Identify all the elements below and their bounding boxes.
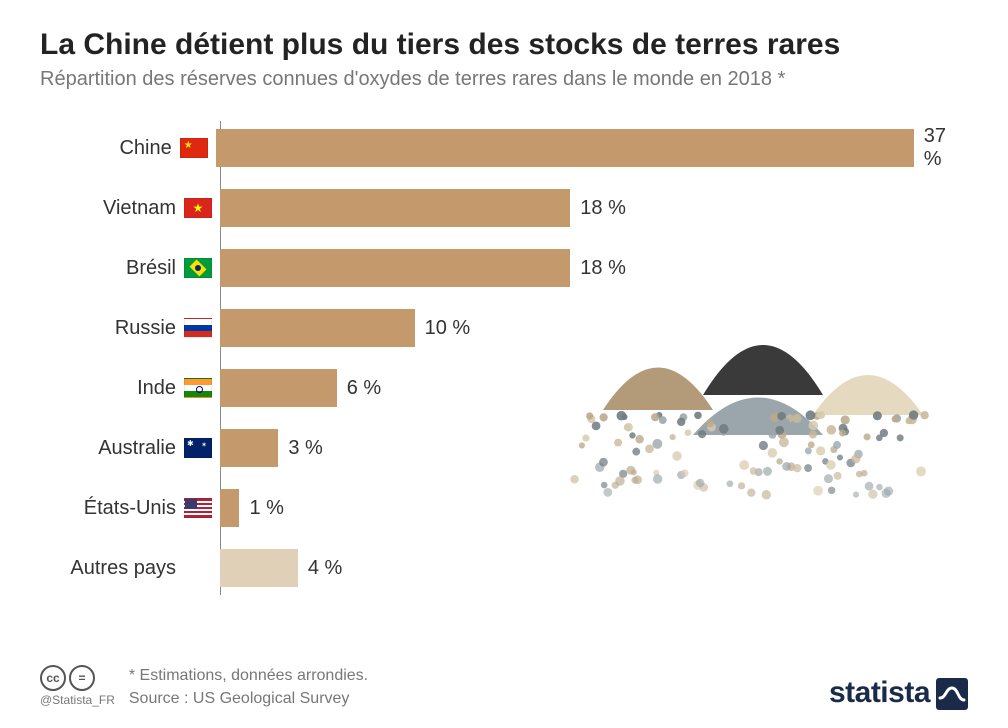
mineral-piles-illustration	[568, 265, 948, 505]
chart-subtitle: Répartition des réserves connues d'oxyde…	[40, 68, 968, 91]
chart-title: La Chine détient plus du tiers des stock…	[40, 28, 968, 62]
bar	[220, 369, 337, 407]
chart-footer: cc = @Statista_FR * Estimations, données…	[40, 665, 968, 710]
country-label: Australie	[98, 437, 176, 460]
bar	[220, 249, 570, 287]
country-label: Brésil	[126, 257, 176, 280]
license-block: cc = @Statista_FR	[40, 665, 115, 707]
bar-value: 3 %	[288, 437, 322, 460]
label-cell: Chine	[40, 137, 216, 160]
footer-notes: * Estimations, données arrondies. Source…	[129, 665, 368, 710]
footer-left: cc = @Statista_FR * Estimations, données…	[40, 665, 368, 710]
chart-container: La Chine détient plus du tiers des stock…	[0, 0, 1008, 728]
statista-logo: statista	[829, 676, 968, 710]
cc-icons: cc =	[40, 665, 95, 691]
bar-value: 6 %	[347, 377, 381, 400]
flag-au-icon	[184, 438, 212, 458]
bar-row: Autres pays 4 %	[40, 547, 968, 589]
bar	[220, 189, 570, 227]
label-cell: Vietnam	[40, 197, 220, 220]
country-label: Inde	[137, 377, 176, 400]
flag-br-icon	[184, 258, 212, 278]
flag-ru-icon	[184, 318, 212, 338]
bar-value: 37 %	[924, 125, 968, 171]
bar-value: 4 %	[308, 557, 342, 580]
label-cell: Autres pays	[40, 557, 220, 580]
label-cell: Brésil	[40, 257, 220, 280]
bar-value: 10 %	[425, 317, 471, 340]
bar-value: 1 %	[249, 497, 283, 520]
twitter-handle: @Statista_FR	[40, 693, 115, 707]
label-cell: Russie	[40, 317, 220, 340]
country-label: Autres pays	[70, 557, 176, 580]
flag-in-icon	[184, 378, 212, 398]
bar	[216, 129, 914, 167]
bar-cell: 18 %	[220, 189, 968, 227]
bar-row: Vietnam 18 %	[40, 187, 968, 229]
flag-us-icon	[184, 498, 212, 518]
country-label: États-Unis	[84, 497, 176, 520]
label-cell: Inde	[40, 377, 220, 400]
footnote-source: Source : US Geological Survey	[129, 688, 368, 710]
statista-mark-icon	[936, 678, 968, 710]
label-cell: Australie	[40, 437, 220, 460]
bar	[220, 429, 278, 467]
cc-nd-icon: =	[69, 665, 95, 691]
flag-none	[184, 558, 212, 578]
footnote-estimations: * Estimations, données arrondies.	[129, 665, 368, 687]
cc-icon: cc	[40, 665, 66, 691]
country-label: Russie	[115, 317, 176, 340]
bar-cell: 4 %	[220, 549, 968, 587]
country-label: Chine	[119, 137, 171, 160]
country-label: Vietnam	[103, 197, 176, 220]
flag-cn-icon	[180, 138, 208, 158]
bar-value: 18 %	[580, 197, 626, 220]
bar-row: Chine 37 %	[40, 127, 968, 169]
bar	[220, 549, 298, 587]
statista-wordmark: statista	[829, 676, 930, 710]
bar	[220, 489, 239, 527]
bar-cell: 37 %	[216, 125, 968, 171]
flag-vn-icon	[184, 198, 212, 218]
bar	[220, 309, 415, 347]
label-cell: États-Unis	[40, 497, 220, 520]
